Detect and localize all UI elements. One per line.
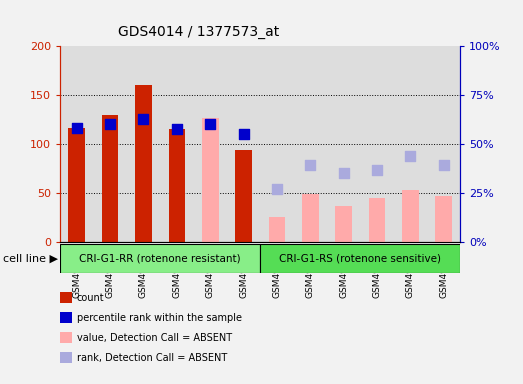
Point [173,126,181,132]
Point [406,153,414,159]
Bar [260,244,460,273]
Text: CRI-G1-RS (rotenone sensitive): CRI-G1-RS (rotenone sensitive) [279,253,441,263]
Bar [427,46,460,242]
Bar [235,150,252,242]
Text: value, Detection Call = ABSENT: value, Detection Call = ABSENT [77,333,232,343]
Point [306,162,314,168]
Bar [160,46,194,242]
Bar [168,129,185,242]
Text: count: count [77,293,105,303]
Bar [268,217,285,242]
Text: percentile rank within the sample: percentile rank within the sample [77,313,242,323]
Text: CRI-G1-RR (rotenone resistant): CRI-G1-RR (rotenone resistant) [79,253,241,263]
Bar [394,46,427,242]
Bar [369,198,385,242]
Bar [260,46,293,242]
Bar [293,46,327,242]
Text: rank, Detection Call = ABSENT: rank, Detection Call = ABSENT [77,353,227,362]
Point [206,121,214,127]
Point [373,167,381,174]
Bar [102,115,119,242]
Point [73,125,81,131]
Bar [435,196,452,242]
Bar [69,128,85,242]
Text: GDS4014 / 1377573_at: GDS4014 / 1377573_at [118,25,279,39]
Text: cell line ▶: cell line ▶ [3,253,58,263]
Bar [402,190,418,242]
Bar [60,244,260,273]
Point [339,170,348,177]
Bar [135,85,152,242]
Bar [60,46,94,242]
Point [106,121,115,127]
Bar [94,46,127,242]
Bar [360,46,393,242]
Bar [202,118,219,242]
Bar [227,46,260,242]
Bar [302,194,319,242]
Bar [327,46,360,242]
Bar [335,206,352,242]
Point [139,116,147,122]
Point [272,186,281,192]
Point [439,162,448,168]
Bar [194,46,227,242]
Bar [127,46,160,242]
Point [240,131,248,137]
